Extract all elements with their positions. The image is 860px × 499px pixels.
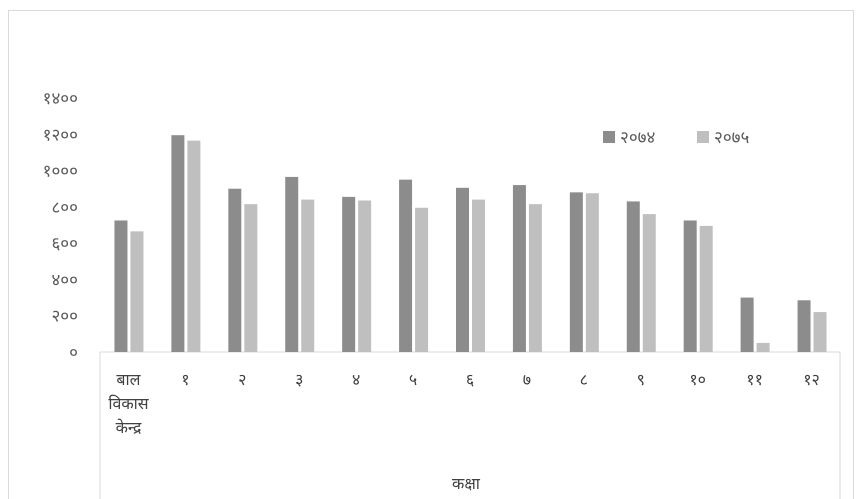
legend-label: २०७४ [620,128,655,148]
bar-series-2-cat-11 [699,225,713,352]
legend-label: २०७५ [714,128,749,148]
bar-series-1-cat-7 [456,187,469,352]
chart-frame [8,10,854,499]
legend-swatch [697,131,709,143]
legend-swatch [603,131,615,143]
x-tick-label: ७ [523,370,531,389]
x-tick-label: ११ [746,370,763,389]
bar-series-2-cat-7 [472,199,485,352]
bar-series-2-cat-9 [585,193,599,352]
x-tick-label: केन्द्र [116,418,142,437]
x-tick-label: विकास [108,394,149,413]
x-tick-label: बाल [116,370,141,389]
bar-series-2-cat-6 [415,207,429,352]
y-tick-label: ६०० [51,234,78,254]
bar-series-1-cat-9 [569,192,583,352]
bar-series-2-cat-13 [813,312,827,352]
x-tick-label: १० [689,370,706,389]
bar-series-2-cat-5 [358,200,372,352]
x-tick-label: २ [238,370,246,389]
y-tick-label: ४०० [51,270,78,290]
bar-series-2-cat-2 [187,140,201,352]
axis-layer [99,351,841,499]
x-tick-label: ६ [466,370,474,389]
x-tick-label: १ [181,370,189,389]
bar-series-1-cat-13 [797,300,811,352]
bar-series-2-cat-3 [244,204,258,352]
x-tick-label: ४ [352,370,360,389]
x-axis-title: कक्षा [452,474,481,493]
bar-series-1-cat-3 [228,188,242,352]
x-tick-label: ३ [295,370,303,389]
bar-series-1-cat-2 [171,135,185,352]
bar-series-2-cat-10 [642,214,656,352]
bar-series-1-cat-5 [342,196,356,352]
x-tick-label: ५ [409,370,417,389]
bar-series-1-cat-8 [512,185,526,352]
y-tick-label: ८०० [51,198,78,218]
legend: २०७४ २०७५ [603,128,749,148]
y-tick-label: २०० [51,307,78,327]
bar-series-2-cat-8 [528,204,542,352]
bar-series-2-cat-12 [756,342,770,352]
y-tick-label: १४०० [43,89,78,109]
y-tick-label: १००० [43,162,78,182]
x-tick-label: १२ [803,370,820,389]
bar-series-1-cat-1 [114,220,128,352]
bar-series-2-cat-1 [130,231,144,352]
bars-layer [114,135,827,352]
bar-series-1-cat-12 [740,297,754,352]
bar-series-1-cat-10 [626,201,640,352]
bar-series-2-cat-4 [301,199,315,352]
y-tick-label: १२०० [43,125,78,145]
bar-series-1-cat-11 [683,220,697,352]
bar-series-1-cat-4 [285,176,299,352]
y-tick-label: ० [69,343,78,363]
x-tick-label: ८ [580,370,588,389]
labels-layer: ० २०० ४०० ६०० ८०० १००० १२०० १४०० बाल विकास केन्द्र… [43,89,820,437]
bar-series-1-cat-6 [399,179,413,352]
x-tick-label: ९ [637,370,645,389]
